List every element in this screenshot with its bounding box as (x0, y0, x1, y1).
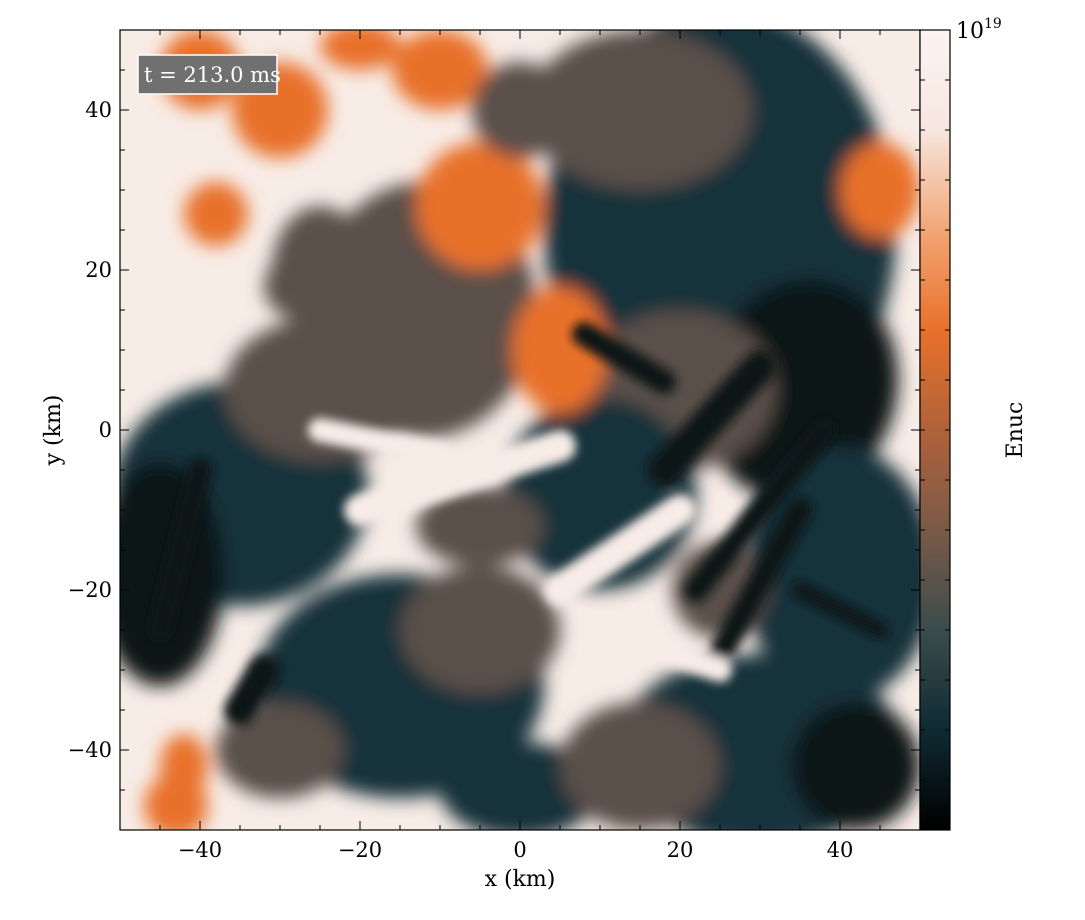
x-tick-label: −40 (178, 838, 222, 862)
heatmap-blob (320, 30, 400, 70)
y-tick-label: 0 (99, 418, 112, 442)
heatmap-blob (840, 142, 920, 238)
heatmap-filament (648, 350, 776, 486)
heatmap-filaments (148, 322, 888, 726)
heatmap-blob (416, 486, 544, 566)
heatmap-blob (184, 182, 248, 246)
x-axis-label: x (km) (485, 867, 556, 892)
time-annotation-text: t = 213.0 ms (144, 63, 281, 87)
heatmap-blob (528, 30, 752, 190)
x-tick-label: 20 (667, 838, 694, 862)
colorbar-ticks (920, 29, 950, 831)
y-tick-label: 20 (85, 258, 112, 282)
heatmap-filament (544, 494, 696, 606)
axis-ticks: −40 −20 0 20 40 −40 −20 0 20 40 (68, 29, 921, 862)
heatmap-blob (560, 702, 720, 830)
colorbar: 1019 Enuc (919, 16, 1028, 831)
heatmap-blob (792, 702, 920, 830)
heatmap-filament (344, 430, 576, 526)
heatmap-blob (701, 279, 899, 501)
heatmap-field (120, 30, 920, 830)
y-axis-label: y (km) (41, 395, 66, 467)
heatmap-blob (392, 30, 488, 110)
y-tick-label: −40 (68, 738, 112, 762)
heatmap-filament (572, 322, 676, 394)
heatmap-filament (684, 418, 836, 602)
heatmap-filament (224, 654, 280, 726)
y-tick-label: 40 (85, 98, 112, 122)
heatmap-filament (308, 418, 452, 466)
heatmap-filament (792, 582, 888, 638)
time-annotation-box (137, 54, 278, 95)
colorbar-label: Enuc (1003, 402, 1028, 459)
x-tick-label: 0 (513, 838, 526, 862)
heatmap-blob (264, 254, 328, 318)
time-annotation: t = 213.0 ms (137, 54, 281, 95)
heatmap-filament (148, 458, 212, 642)
x-tick-label: −20 (338, 838, 382, 862)
heatmap-blob (400, 566, 560, 694)
heatmap-filament (588, 618, 732, 682)
y-tick-label: −20 (68, 578, 112, 602)
heatmap-blob (416, 142, 544, 270)
heatmap-blob (216, 702, 344, 798)
x-tick-label: 40 (827, 838, 854, 862)
heatmap-blob (472, 62, 568, 158)
colorbar-max-label: 1019 (956, 16, 1002, 44)
heatmap-blob (440, 742, 600, 830)
heatmap-filament (708, 498, 812, 666)
heatmap-blob (512, 286, 608, 414)
heatmap-blob (144, 774, 208, 830)
